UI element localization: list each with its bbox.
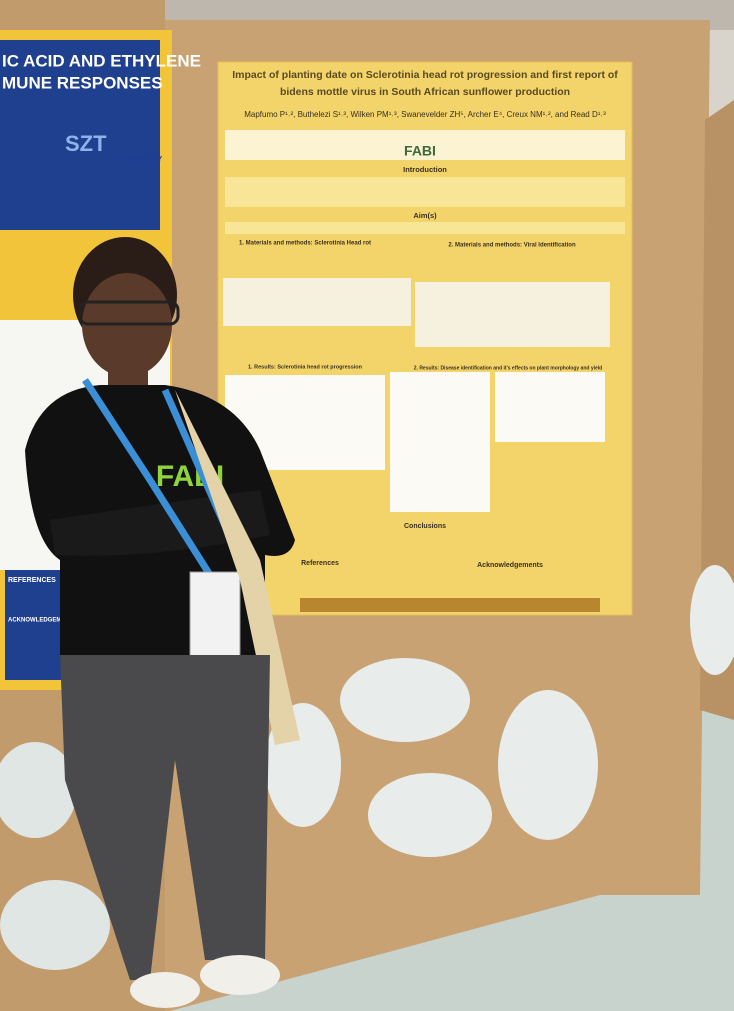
jeans [60, 655, 270, 980]
figure [223, 278, 411, 326]
figure [390, 372, 490, 512]
left-poster-header [0, 40, 160, 230]
hole [0, 742, 77, 838]
figure [495, 372, 605, 442]
shoe [130, 972, 200, 1008]
section-heading: Conclusions [404, 523, 446, 530]
hole [368, 773, 492, 857]
poster-logo: FABI [404, 143, 436, 159]
left-poster-title: MUNE RESPONSES [2, 73, 163, 92]
figure [415, 282, 610, 347]
board-right [700, 100, 734, 720]
section-heading: Introduction [403, 165, 447, 174]
hole [690, 565, 734, 675]
shoe [200, 955, 280, 995]
hole [498, 690, 598, 840]
left-poster-country: HUNGARY [122, 155, 163, 164]
glasses [78, 300, 180, 326]
left-poster-section: REFERENCES [8, 577, 56, 584]
sunflower-strip [300, 598, 600, 612]
section-heading: 1. Results: Sclerotinia head rot progres… [248, 364, 363, 370]
section-heading: Aim(s) [413, 211, 437, 220]
left-poster-section: ACKNOWLEDGEMENTS [8, 618, 77, 624]
section-heading: 1. Materials and methods: Sclerotinia He… [239, 241, 371, 247]
poster-title: bidens mottle virus in South African sun… [280, 86, 570, 98]
left-poster-logo: SZT [65, 131, 107, 156]
hole [0, 880, 110, 970]
poster-title: Impact of planting date on Sclerotinia h… [232, 69, 618, 81]
hole [340, 658, 470, 742]
section-heading: Acknowledgements [477, 562, 543, 569]
poster-authors: Mapfumo P¹˒², Buthelezi S¹˒³, Wilken PM¹… [244, 110, 606, 119]
section-heading: 2. Results: Disease identification and i… [414, 365, 602, 371]
lanyard [82, 378, 213, 577]
text-block [225, 222, 625, 234]
section-heading: 2. Materials and methods: Viral Identifi… [448, 243, 576, 249]
logo-strip [225, 130, 625, 160]
left-poster-footer [5, 570, 63, 680]
text-block [225, 177, 625, 207]
section-heading: References [301, 560, 339, 567]
left-poster-title: IC ACID AND ETHYLENE [2, 51, 201, 70]
